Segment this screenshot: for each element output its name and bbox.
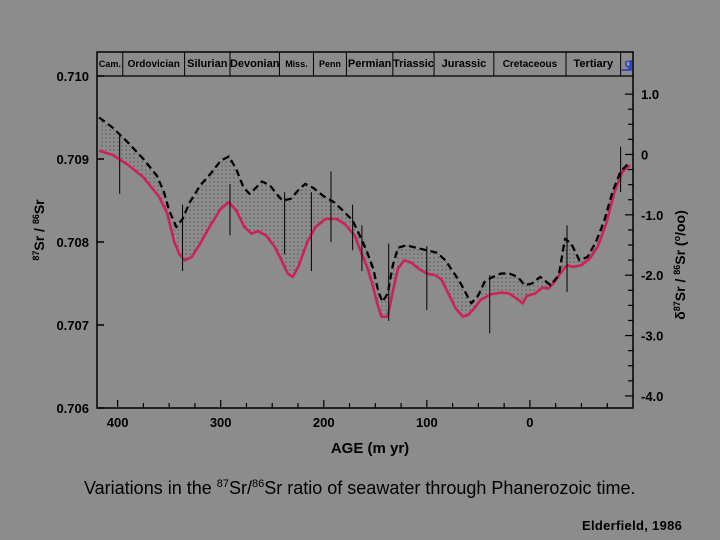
series-solid-line (98, 149, 631, 318)
error-bars (119, 134, 622, 334)
x-axis: 400 300 200 100 0 (107, 400, 608, 430)
period-label: Devonian (230, 58, 280, 70)
period-label: Miss. (285, 59, 308, 69)
x-tick-label: 400 (107, 415, 129, 430)
right-y-tick-label: -3.0 (641, 329, 663, 344)
period-label: Jurassic (442, 58, 487, 70)
left-y-tick-label: 0.706 (56, 401, 89, 416)
quaternary-marker (621, 60, 632, 71)
figure-credit: Elderfield, 1986 (582, 518, 683, 533)
period-label: Silurian (187, 58, 228, 70)
left-y-tick-label: 0.709 (56, 152, 89, 167)
x-tick-label: 100 (416, 415, 438, 430)
right-y-tick-label: -4.0 (641, 389, 663, 404)
x-tick-label: 300 (210, 415, 232, 430)
left-y-tick-label: 0.708 (56, 235, 89, 250)
period-label: Q (625, 59, 632, 69)
period-label: Cretaceous (503, 59, 558, 70)
right-y-tick-label: 0 (641, 147, 648, 162)
period-label: Ordovician (128, 59, 180, 70)
right-y-tick-label: -1.0 (641, 208, 663, 223)
period-label: Tertiary (574, 58, 614, 70)
uncertainty-band (99, 117, 630, 317)
figure-caption: Variations in the 87Sr/86Sr ratio of sea… (84, 478, 636, 498)
period-label: Cam. (99, 59, 121, 69)
x-tick-label: 0 (526, 415, 533, 430)
x-axis-label: AGE (m yr) (331, 440, 409, 457)
data-series (98, 116, 631, 318)
right-y-axis: 1.0 0 -1.0 -2.0 -3.0 -4.0 (625, 87, 663, 404)
period-label: Penn (319, 59, 341, 69)
left-y-axis: 0.710 0.709 0.708 0.707 0.706 (56, 69, 104, 416)
period-label: Permian (348, 58, 392, 70)
right-y-tick-label: 1.0 (641, 87, 659, 102)
series-dashed-line (98, 116, 630, 305)
geologic-period-bar: Cam. Ordovician Silurian Devonian Miss. Penn P… (99, 52, 632, 76)
right-y-axis-label: δ87Sr / 86Sr (o/oo) (672, 210, 688, 320)
strontium-isotope-chart: Cam. Ordovician Silurian Devonian Miss. Penn P… (31, 51, 688, 457)
left-y-tick-label: 0.707 (56, 318, 89, 333)
period-label: Triassic (393, 58, 434, 70)
left-y-tick-label: 0.710 (56, 69, 89, 84)
x-tick-label: 200 (313, 415, 335, 430)
uncertainty-band-fill (99, 117, 630, 317)
right-y-tick-label: -2.0 (641, 268, 663, 283)
left-y-axis-label: 87Sr / 86Sr (31, 199, 47, 261)
